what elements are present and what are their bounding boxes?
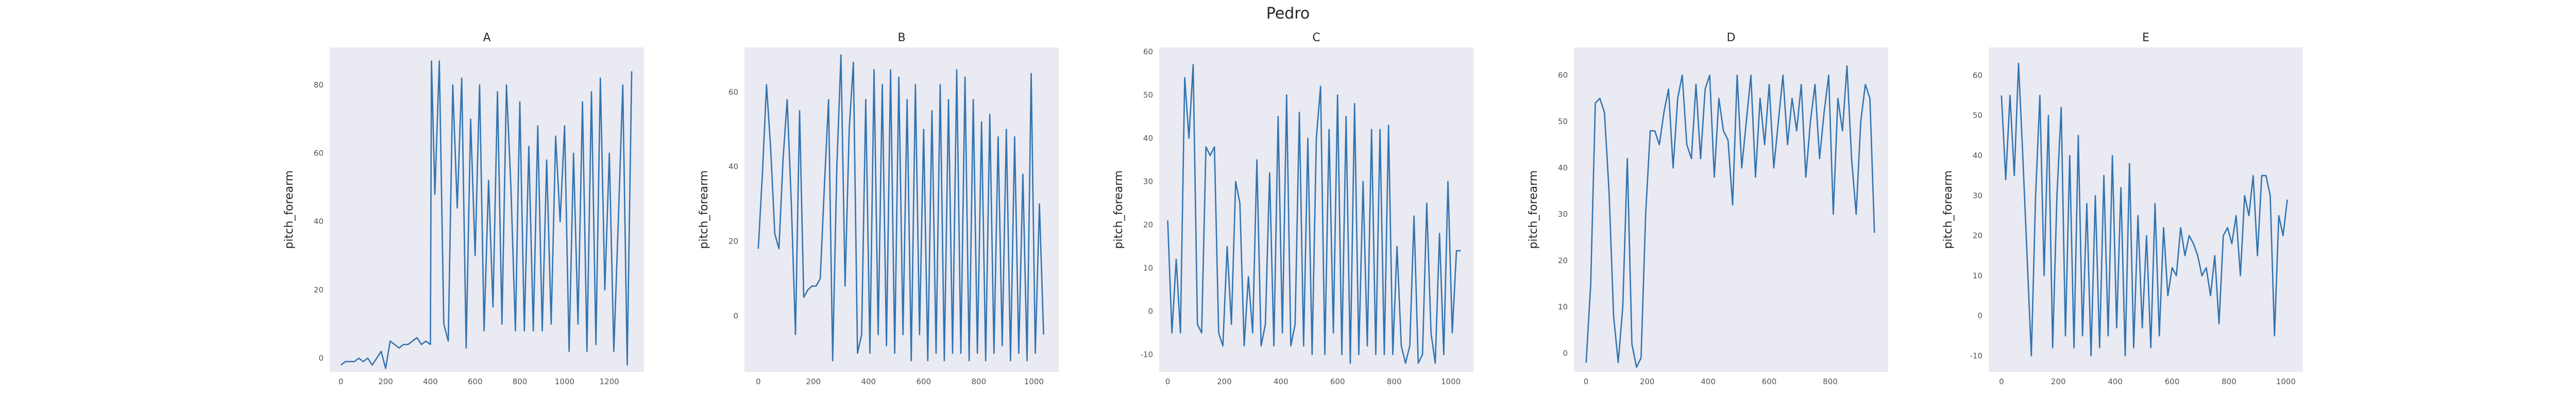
y-tick-label: 10 <box>1143 263 1153 272</box>
y-axis-label: pitch_forearm <box>1942 170 1955 249</box>
y-tick-label: 30 <box>1558 210 1568 219</box>
x-tick-label: 1000 <box>2276 377 2296 386</box>
y-tick-label: 60 <box>1558 71 1568 80</box>
y-tick-label: 20 <box>1143 220 1153 229</box>
y-tick-label: 20 <box>1558 256 1568 265</box>
x-tick-label: 600 <box>1330 377 1345 386</box>
x-tick-label: 400 <box>861 377 876 386</box>
x-tick-label: 200 <box>1217 377 1232 386</box>
chart-title: E <box>2142 31 2149 44</box>
x-tick-label: 1000 <box>555 377 574 386</box>
y-tick-label: 60 <box>314 149 324 158</box>
y-tick-label: 50 <box>1143 90 1153 99</box>
x-tick-label: 0 <box>338 377 344 386</box>
y-axis-label: pitch_forearm <box>1527 170 1540 249</box>
x-tick-label: 400 <box>1274 377 1289 386</box>
chart-title: D <box>1727 31 1736 44</box>
x-tick-label: 0 <box>1999 377 2004 386</box>
y-tick-label: 20 <box>728 237 738 246</box>
series-line <box>1167 64 1461 364</box>
y-tick-label: 50 <box>1558 117 1568 126</box>
y-tick-label: 40 <box>314 217 324 226</box>
x-tick-label: 400 <box>423 377 438 386</box>
x-tick-label: 200 <box>378 377 393 386</box>
plot-area <box>1989 47 2303 372</box>
series-line <box>340 60 633 369</box>
x-tick-label: 200 <box>1640 377 1655 386</box>
y-tick-label: 20 <box>314 285 324 295</box>
series-line <box>757 54 1044 362</box>
x-tick-label: 400 <box>2108 377 2123 386</box>
y-tick-label: 30 <box>1973 191 1982 200</box>
x-tick-label: 600 <box>1762 377 1777 386</box>
y-axis-label: pitch_forearm <box>1112 170 1125 249</box>
x-tick-label: 1200 <box>600 377 619 386</box>
chart-title: A <box>483 31 490 44</box>
x-tick-label: 800 <box>513 377 528 386</box>
series-line <box>1585 65 1875 368</box>
x-tick-label: 600 <box>2165 377 2180 386</box>
x-tick-label: 800 <box>972 377 987 386</box>
y-tick-label: -10 <box>1970 351 1983 360</box>
x-tick-label: 200 <box>806 377 821 386</box>
y-tick-label: 40 <box>1558 163 1568 173</box>
y-tick-label: 10 <box>1558 302 1568 312</box>
y-tick-label: 0 <box>1977 311 1982 320</box>
x-tick-label: 800 <box>1823 377 1838 386</box>
x-tick-label: 0 <box>1165 377 1171 386</box>
x-tick-label: 600 <box>916 377 931 386</box>
y-tick-label: 60 <box>1973 71 1982 80</box>
x-tick-label: 800 <box>2222 377 2236 386</box>
y-tick-label: 30 <box>1143 177 1153 186</box>
y-tick-label: 60 <box>728 88 738 97</box>
y-tick-label: 20 <box>1973 231 1982 241</box>
y-tick-label: 40 <box>728 162 738 171</box>
plot-area <box>1159 47 1473 372</box>
x-tick-label: 800 <box>1387 377 1402 386</box>
x-tick-label: 0 <box>756 377 761 386</box>
x-tick-label: 600 <box>468 377 483 386</box>
y-tick-label: 0 <box>318 353 324 363</box>
y-tick-label: 0 <box>733 311 738 320</box>
chart-title: C <box>1312 31 1320 44</box>
y-axis-label: pitch_forearm <box>698 170 710 249</box>
series-line <box>2001 62 2288 357</box>
y-tick-label: 0 <box>1563 349 1568 358</box>
y-tick-label: -10 <box>1141 350 1154 359</box>
x-tick-label: 1000 <box>1441 377 1461 386</box>
x-tick-label: 1000 <box>1024 377 1044 386</box>
y-axis-label: pitch_forearm <box>283 170 296 249</box>
y-tick-label: 40 <box>1973 151 1982 160</box>
y-tick-label: 50 <box>1973 111 1982 120</box>
y-tick-label: 60 <box>1143 47 1153 56</box>
y-tick-label: 0 <box>1148 306 1153 316</box>
figure-title: Pedro <box>1266 5 1310 23</box>
x-tick-label: 0 <box>1584 377 1589 386</box>
x-tick-label: 200 <box>2051 377 2066 386</box>
chart-title: B <box>897 31 905 44</box>
y-tick-label: 10 <box>1973 271 1982 280</box>
x-tick-label: 400 <box>1701 377 1716 386</box>
y-tick-label: 40 <box>1143 133 1153 143</box>
y-tick-label: 80 <box>314 80 324 90</box>
